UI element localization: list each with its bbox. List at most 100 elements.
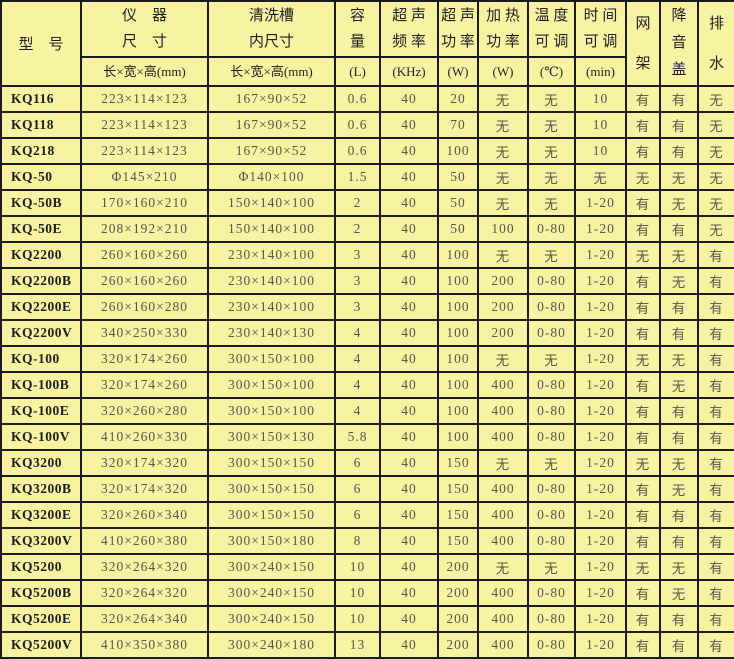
cell-temp-adjust: 无 <box>527 553 576 581</box>
header-drain: 排 水 <box>697 0 734 87</box>
cell-heating-power: 无 <box>477 189 529 217</box>
cell-time-adjust: 1-20 <box>574 241 627 269</box>
cell-drain: 无 <box>697 137 734 165</box>
cell-rack: 有 <box>625 397 661 425</box>
cell-drain: 有 <box>697 527 734 555</box>
table-row: KQ-100B 320×174×260 300×150×100 4 40 100 400 0-… <box>0 371 734 399</box>
cell-rack: 有 <box>625 631 661 659</box>
cell-heating-power: 400 <box>477 423 529 451</box>
cell-frequency: 40 <box>379 215 439 243</box>
cell-capacity: 6 <box>334 449 381 477</box>
table-row: KQ-50B 170×160×210 150×140×100 2 40 50 无无 1-20 有… <box>0 189 734 217</box>
cell-heating-power: 无 <box>477 85 529 113</box>
cell-heating-power: 400 <box>477 397 529 425</box>
cell-model: KQ3200 <box>0 449 82 477</box>
cell-rack: 有 <box>625 475 661 503</box>
cell-model: KQ-50E <box>0 215 82 243</box>
cell-drain: 无 <box>697 111 734 139</box>
cell-frequency: 40 <box>379 475 439 503</box>
cell-temp-adjust: 无 <box>527 137 576 165</box>
cell-tank-size: 300×150×130 <box>207 423 336 451</box>
cell-temp-adjust: 0-80 <box>527 319 576 347</box>
cell-capacity: 13 <box>334 631 381 659</box>
unit-instrument-size: 长×宽×高(mm) <box>80 56 209 87</box>
cell-model: KQ2200V <box>0 319 82 347</box>
cell-ultrasonic-power: 100 <box>437 397 479 425</box>
cell-cover: 有 <box>659 293 699 321</box>
cell-capacity: 5.8 <box>334 423 381 451</box>
cell-model: KQ116 <box>0 85 82 113</box>
cell-tank-size: 300×150×100 <box>207 345 336 373</box>
cell-capacity: 1.5 <box>334 163 381 191</box>
cell-drain: 有 <box>697 371 734 399</box>
cell-drain: 无 <box>697 85 734 113</box>
cell-cover: 无 <box>659 579 699 607</box>
cell-model: KQ5200V <box>0 631 82 659</box>
cell-model: KQ5200 <box>0 553 82 581</box>
cell-tank-size: 300×150×100 <box>207 397 336 425</box>
cell-frequency: 40 <box>379 423 439 451</box>
cell-model: KQ218 <box>0 137 82 165</box>
cell-capacity: 4 <box>334 397 381 425</box>
cell-ultrasonic-power: 150 <box>437 449 479 477</box>
table-row: KQ2200 260×160×260 230×140×100 3 40 100 无无 1-20… <box>0 241 734 269</box>
cell-rack: 无 <box>625 345 661 373</box>
cell-tank-size: 230×140×100 <box>207 293 336 321</box>
cell-capacity: 6 <box>334 475 381 503</box>
header-time: 时 间 可 调 <box>574 0 627 58</box>
cell-ultrasonic-power: 200 <box>437 605 479 633</box>
cell-cover: 有 <box>659 111 699 139</box>
cell-rack: 有 <box>625 215 661 243</box>
cell-temp-adjust: 无 <box>527 345 576 373</box>
cell-rack: 有 <box>625 371 661 399</box>
cell-tank-size: 300×150×150 <box>207 449 336 477</box>
cell-instrument-size: 320×174×320 <box>80 449 209 477</box>
cell-instrument-size: 223×114×123 <box>80 137 209 165</box>
cell-instrument-size: 223×114×123 <box>80 111 209 139</box>
cell-heating-power: 无 <box>477 345 529 373</box>
cell-tank-size: 230×140×100 <box>207 241 336 269</box>
cell-drain: 有 <box>697 475 734 503</box>
cell-capacity: 4 <box>334 371 381 399</box>
cell-time-adjust: 1-20 <box>574 527 627 555</box>
cell-ultrasonic-power: 150 <box>437 501 479 529</box>
cell-drain: 有 <box>697 553 734 581</box>
header-heating-power: 加 热 功 率 <box>477 0 529 58</box>
cell-cover: 无 <box>659 189 699 217</box>
cell-frequency: 40 <box>379 371 439 399</box>
cell-heating-power: 400 <box>477 527 529 555</box>
cell-time-adjust: 1-20 <box>574 501 627 529</box>
unit-frequency: (KHz) <box>379 56 439 87</box>
cell-heating-power: 100 <box>477 215 529 243</box>
cell-rack: 有 <box>625 267 661 295</box>
cell-capacity: 6 <box>334 501 381 529</box>
cell-frequency: 40 <box>379 527 439 555</box>
table-row: KQ3200 320×174×320 300×150×150 6 40 150 无无 1-20… <box>0 449 734 477</box>
cell-drain: 无 <box>697 163 734 191</box>
table-row: KQ5200 320×264×320 300×240×150 10 40 200 无无 1-2… <box>0 553 734 581</box>
cell-rack: 无 <box>625 163 661 191</box>
cell-instrument-size: 260×160×260 <box>80 241 209 269</box>
cell-ultrasonic-power: 100 <box>437 345 479 373</box>
header-capacity: 容 量 <box>334 0 381 58</box>
cell-frequency: 40 <box>379 501 439 529</box>
cell-cover: 无 <box>659 475 699 503</box>
cell-ultrasonic-power: 100 <box>437 293 479 321</box>
cell-cover: 有 <box>659 85 699 113</box>
cell-tank-size: Φ140×100 <box>207 163 336 191</box>
cell-rack: 有 <box>625 319 661 347</box>
unit-tank-size: 长×宽×高(mm) <box>207 56 336 87</box>
cell-tank-size: 300×150×100 <box>207 371 336 399</box>
cell-instrument-size: 320×174×320 <box>80 475 209 503</box>
cell-frequency: 40 <box>379 137 439 165</box>
cell-frequency: 40 <box>379 241 439 269</box>
cell-frequency: 40 <box>379 319 439 347</box>
cell-model: KQ2200 <box>0 241 82 269</box>
cell-ultrasonic-power: 200 <box>437 631 479 659</box>
table-row: KQ5200B 320×264×320 300×240×150 10 40 200 400 0… <box>0 579 734 607</box>
cell-frequency: 40 <box>379 111 439 139</box>
cell-time-adjust: 1-20 <box>574 397 627 425</box>
cell-drain: 有 <box>697 293 734 321</box>
cell-tank-size: 230×140×130 <box>207 319 336 347</box>
